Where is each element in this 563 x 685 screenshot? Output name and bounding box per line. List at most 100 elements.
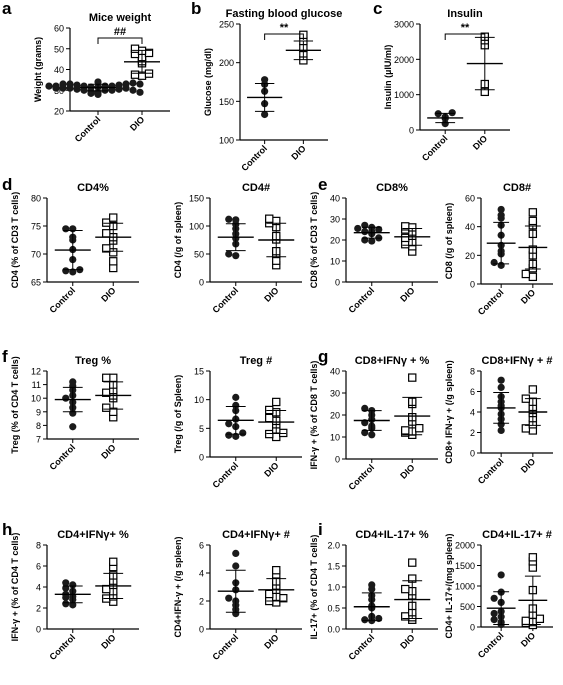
data-point-square — [401, 584, 410, 594]
y-axis-label: CD8+ IFN-γ + (/g spleen) — [444, 360, 454, 464]
series-dio — [95, 557, 132, 606]
data-point-square — [528, 385, 538, 394]
data-point-circle — [497, 383, 505, 391]
data-point-circle — [361, 236, 369, 244]
chart-10: CD8+IFNγ + # 0 2 4 6 8 CD8+ IFN-γ + (/g spleen… — [444, 355, 553, 486]
y-tick-label: 7 — [36, 435, 41, 445]
x-tick-label: DIO — [471, 133, 489, 151]
data-point-circle — [497, 426, 505, 435]
x-tick-label: DIO — [519, 287, 537, 305]
data-point-square — [272, 432, 281, 442]
series-dio — [124, 44, 160, 80]
panel-letter-h: h — [2, 520, 12, 539]
panel-letter-b: b — [191, 0, 201, 18]
y-axis-label: Treg (/g of Spleen) — [173, 375, 183, 454]
x-tick-label: DIO — [519, 456, 537, 474]
x-tick-label: Control — [47, 285, 77, 315]
x-tick-label: Control — [476, 456, 506, 486]
y-tick-label: 20 — [330, 411, 340, 421]
series-dio — [394, 222, 431, 256]
y-tick-label: 6 — [470, 387, 475, 397]
significance-label: ** — [280, 22, 289, 34]
x-tick-label: DIO — [262, 285, 280, 303]
y-axis-label: Insulin (µIU/ml) — [383, 45, 393, 110]
chart-title: CD4+IL-17+ % — [355, 529, 429, 541]
data-point-circle — [62, 579, 70, 587]
data-point-square — [102, 218, 111, 227]
chart-12: CD4+IFNγ+ # 0 2 4 6 CD4+IFN-γ + (/g spleen) Co… — [173, 529, 302, 662]
y-tick-label: 10 — [330, 257, 340, 267]
chart-9: CD8+IFNγ + % 0 10 20 30 40 IFN-γ + (% of CD8 T… — [309, 355, 438, 492]
data-point-circle — [261, 76, 269, 84]
series-dio — [95, 213, 132, 273]
x-tick-label: DIO — [99, 285, 117, 303]
series-control — [353, 221, 390, 245]
chart-11: CD4+IFNγ+ % 0 2 4 6 8 IFN-γ + (% of CD4 T cell… — [10, 529, 139, 662]
chart-title: CD8% — [376, 182, 408, 194]
significance-bracket — [264, 33, 304, 40]
y-axis-label: Glucose (mg/dl) — [203, 48, 213, 116]
data-point-square — [265, 413, 274, 423]
data-point-circle — [69, 581, 77, 589]
panel-letter-g: g — [318, 347, 328, 366]
y-axis-label: CD4+IFN-γ + (/g spleen) — [173, 536, 183, 637]
series-control — [54, 378, 91, 431]
data-point-circle — [497, 571, 505, 579]
x-tick-label: DIO — [262, 632, 280, 650]
y-tick-label: 40 — [330, 367, 340, 377]
y-tick-label: 2 — [36, 604, 41, 614]
y-tick-label: 8 — [36, 421, 41, 431]
series-control — [486, 376, 516, 435]
y-tick-label: 20 — [330, 236, 340, 246]
y-tick-label: 100 — [189, 222, 204, 232]
data-point-circle — [136, 88, 144, 96]
data-point-circle — [115, 81, 123, 89]
data-point-square — [408, 373, 417, 382]
y-tick-label: 70 — [31, 250, 41, 260]
chart-5: CD8% 0 10 20 30 40 CD8 (% of CD3 T cells) Contr… — [309, 182, 438, 315]
series-control — [54, 225, 91, 276]
data-point-circle — [368, 431, 376, 439]
y-tick-label: 0 — [409, 126, 414, 136]
data-point-circle — [232, 549, 240, 558]
y-axis-label: IFN-γ + (% of CD4 T cells) — [10, 533, 20, 642]
data-point-circle — [108, 82, 116, 90]
data-point-circle — [497, 211, 505, 219]
y-tick-label: 5 — [199, 424, 204, 434]
series-control — [54, 579, 91, 609]
chart-title: CD8+IFNγ + % — [355, 355, 430, 367]
data-point-square — [265, 589, 274, 599]
y-tick-label: 4 — [199, 569, 204, 579]
data-point-square — [401, 233, 410, 243]
data-point-circle — [232, 401, 240, 409]
y-tick-label: 10 — [330, 433, 340, 443]
y-tick-label: 40 — [54, 65, 64, 75]
y-tick-label: 40 — [465, 222, 475, 232]
data-point-circle — [232, 252, 240, 260]
data-point-circle — [62, 267, 70, 275]
data-point-circle — [225, 420, 233, 428]
x-tick-label: DIO — [99, 632, 117, 650]
x-tick-label: Control — [420, 133, 450, 163]
data-point-circle — [122, 80, 130, 88]
x-tick-label: DIO — [398, 462, 416, 480]
y-tick-label: 0 — [470, 623, 475, 633]
y-tick-label: 4 — [36, 583, 41, 593]
series-control — [217, 393, 254, 440]
y-axis-label: Weight (grams) — [33, 37, 43, 102]
data-point-circle — [239, 429, 247, 437]
y-tick-label: 80 — [31, 194, 41, 204]
series-control — [486, 571, 516, 629]
y-tick-label: 6 — [199, 541, 204, 551]
data-point-square — [109, 213, 118, 222]
series-dio — [394, 558, 431, 624]
data-point-square — [265, 405, 274, 415]
y-tick-label: 100 — [219, 136, 234, 146]
significance-label: ** — [461, 22, 470, 34]
y-tick-label: 0.0 — [327, 625, 340, 635]
x-tick-label: DIO — [289, 143, 307, 161]
x-tick-label: DIO — [99, 442, 117, 460]
data-point-square — [265, 214, 274, 223]
panel-letter-i: i — [318, 520, 323, 539]
data-point-square — [279, 428, 288, 438]
